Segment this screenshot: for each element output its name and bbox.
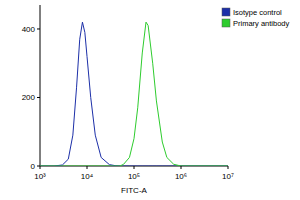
- legend-label: Isotype control: [233, 8, 282, 17]
- x-axis-label: FITC-A: [121, 186, 147, 195]
- chart: 0 200 400 10³ 10⁴ 10⁵ 10⁶ 10⁷ FITC-A Isotype cont…: [0, 0, 300, 200]
- x-tick-label: 10³: [34, 172, 46, 181]
- chart-container: 0 200 400 10³ 10⁴ 10⁵ 10⁶ 10⁷ FITC-A Isotype cont…: [0, 0, 300, 200]
- x-tick-label: 10⁶: [175, 172, 187, 181]
- legend-swatch: [222, 19, 230, 27]
- y-tick-label: 400: [22, 25, 36, 34]
- x-tick: [181, 166, 182, 169]
- x-tick: [40, 166, 41, 169]
- x-tick: [228, 166, 229, 169]
- y-tick-label: 200: [22, 93, 36, 102]
- x-tick-label: 10⁴: [81, 172, 94, 181]
- x-tick: [87, 166, 88, 169]
- series-line: [40, 22, 228, 166]
- y-tick: [37, 28, 40, 29]
- x-tick: [134, 166, 135, 169]
- legend: Isotype control Primary antibody: [222, 8, 290, 28]
- x-tick-label: 10⁵: [128, 172, 140, 181]
- x-tick-label: 10⁷: [222, 172, 234, 181]
- y-tick: [37, 97, 40, 98]
- plot-area: [40, 22, 228, 166]
- legend-label: Primary antibody: [233, 19, 290, 28]
- legend-swatch: [222, 8, 230, 16]
- y-tick-label: 0: [31, 162, 36, 171]
- series-line: [40, 22, 228, 166]
